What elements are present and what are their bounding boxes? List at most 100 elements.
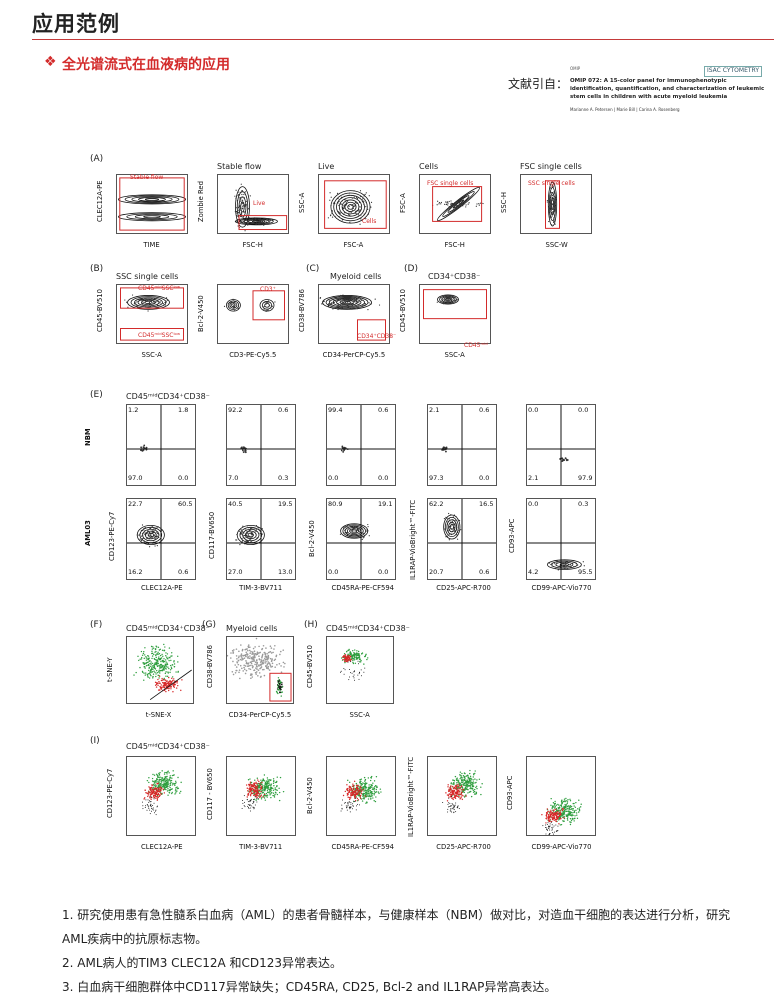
event-dot xyxy=(356,197,358,199)
event-dot xyxy=(371,784,373,786)
event-dot xyxy=(136,300,138,302)
event-dot xyxy=(459,778,461,780)
event-dot xyxy=(436,301,438,303)
event-dot xyxy=(352,805,354,807)
event-dot xyxy=(276,780,278,783)
event-dot xyxy=(453,809,455,811)
event-dot xyxy=(457,807,459,809)
event-dot xyxy=(244,665,247,667)
event-dot xyxy=(454,787,457,789)
event-dot xyxy=(378,792,380,795)
event-dot xyxy=(329,192,331,194)
event-dot xyxy=(170,681,172,683)
event-dot xyxy=(336,192,339,194)
panel-e-nbm-q4-0: 0.0 xyxy=(178,474,189,482)
density-contour xyxy=(142,528,160,542)
event-dot xyxy=(152,807,154,809)
event-dot xyxy=(464,782,467,784)
event-dot xyxy=(148,781,150,784)
panel-e-ylabel-4: CD93-APC xyxy=(508,518,516,554)
event-dot xyxy=(240,533,243,535)
density-contour xyxy=(547,181,558,227)
event-dot xyxy=(470,784,472,787)
event-dot xyxy=(157,796,159,799)
event-dot xyxy=(245,648,247,650)
event-dot xyxy=(367,788,369,791)
event-dot xyxy=(442,802,444,804)
event-dot xyxy=(456,779,459,781)
event-dot xyxy=(341,307,343,309)
event-dot xyxy=(353,800,355,802)
event-dot xyxy=(349,807,351,809)
event-dot xyxy=(337,306,340,308)
event-dot xyxy=(447,297,449,300)
event-dot xyxy=(180,790,182,793)
event-dot xyxy=(347,527,349,529)
event-dot xyxy=(352,650,354,652)
event-dot xyxy=(558,823,560,825)
event-dot xyxy=(151,650,153,653)
event-dot xyxy=(275,655,277,658)
event-dot xyxy=(269,788,271,790)
event-dot xyxy=(146,809,148,811)
event-dot xyxy=(154,784,157,786)
event-dot xyxy=(155,787,157,789)
event-dot xyxy=(554,208,556,211)
event-dot xyxy=(350,806,352,808)
event-dot xyxy=(444,203,446,205)
event-dot xyxy=(347,787,349,790)
panel-e-nbm-plot-1 xyxy=(226,404,296,486)
density-contour xyxy=(244,530,257,540)
event-dot xyxy=(347,661,349,663)
event-dot xyxy=(478,778,481,780)
event-dot xyxy=(345,805,347,807)
event-dot xyxy=(249,804,251,806)
event-dot xyxy=(347,307,349,309)
panel-e-nbm-q3-3: 97.3 xyxy=(429,474,444,482)
event-dot xyxy=(245,669,248,672)
event-dot xyxy=(558,807,560,809)
event-dot xyxy=(250,662,253,665)
event-dot xyxy=(279,684,281,686)
event-dot xyxy=(268,301,270,303)
event-dot xyxy=(243,193,245,196)
event-dot xyxy=(270,785,272,787)
event-dot xyxy=(458,808,460,810)
event-dot xyxy=(358,201,361,203)
event-dot xyxy=(269,663,271,666)
event-dot xyxy=(356,797,359,800)
event-dot xyxy=(149,791,151,794)
event-dot xyxy=(365,787,368,789)
event-dot xyxy=(476,787,478,790)
event-dot xyxy=(270,793,272,795)
event-dot xyxy=(149,796,151,798)
event-dot xyxy=(177,671,179,673)
event-dot xyxy=(156,526,158,528)
diamond-bullet-icon: ❖ xyxy=(44,54,57,70)
gate-rect xyxy=(238,215,288,231)
event-dot xyxy=(456,299,458,301)
event-dot xyxy=(552,826,554,828)
event-dot xyxy=(460,796,462,798)
event-dot xyxy=(566,802,568,805)
event-dot xyxy=(147,794,150,796)
event-dot xyxy=(158,682,160,684)
event-dot xyxy=(462,791,465,793)
event-dot xyxy=(460,202,462,204)
event-dot xyxy=(167,770,169,772)
event-dot xyxy=(566,800,568,802)
event-dot xyxy=(154,662,156,664)
event-dot xyxy=(260,786,262,789)
flow-cytometry-figure: (A) Stable flow TIME CLEC12A-PE Stable flow L… xyxy=(84,146,596,866)
event-dot xyxy=(454,523,456,525)
event-dot xyxy=(446,201,448,203)
event-dot xyxy=(139,666,141,669)
event-dot xyxy=(148,666,151,669)
event-dot xyxy=(342,301,344,303)
event-dot xyxy=(449,525,451,527)
event-dot xyxy=(170,667,173,670)
event-dot xyxy=(150,668,153,670)
event-dot xyxy=(549,200,551,202)
panel-e-aml-plot-4-svg xyxy=(527,499,595,579)
event-dot xyxy=(174,683,176,686)
